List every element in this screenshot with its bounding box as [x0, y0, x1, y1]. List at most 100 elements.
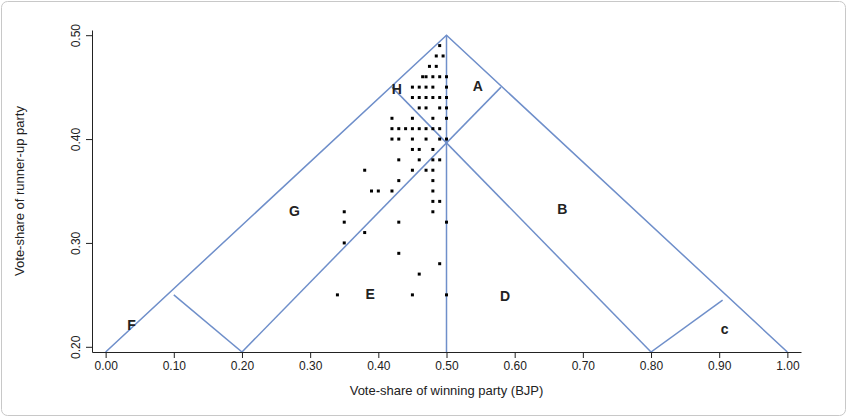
x-tick: 0.00 [94, 352, 118, 373]
point [390, 138, 393, 141]
point [445, 75, 448, 78]
point [431, 210, 434, 213]
y-tick: 0.30 [69, 231, 92, 255]
y-tick-mark [86, 347, 92, 348]
y-tick: 0.40 [69, 128, 92, 152]
point [397, 179, 400, 182]
x-tick: 0.30 [299, 352, 323, 373]
x-tick: 0.90 [708, 352, 732, 373]
region-label: E [365, 286, 374, 302]
point [438, 75, 441, 78]
point [431, 86, 434, 89]
point [418, 127, 421, 130]
point [425, 106, 428, 109]
x-tick-label: 0.00 [94, 359, 118, 373]
point [445, 138, 448, 141]
x-tick-label: 0.20 [231, 359, 255, 373]
x-tick-mark [787, 352, 788, 358]
point [363, 231, 366, 234]
point [343, 210, 346, 213]
y-axis: 0.20 0.30 0.40 0.50 [69, 24, 93, 359]
x-tick-mark [310, 352, 311, 358]
point [418, 148, 421, 151]
region-label: D [500, 288, 510, 304]
region-label: H [392, 81, 402, 97]
point [435, 54, 438, 57]
point [418, 96, 421, 99]
region-boundary [106, 35, 788, 352]
x-tick: 0.70 [572, 352, 596, 373]
point [411, 117, 414, 120]
point [431, 169, 434, 172]
region-label: G [289, 203, 300, 219]
point [431, 179, 434, 182]
point [397, 252, 400, 255]
point [445, 293, 448, 296]
x-tick-mark [378, 352, 379, 358]
x-axis: 0.00 0.10 0.20 0.30 0.40 0.50 0.60 0.70 0.80 0.90… [93, 352, 802, 373]
point [397, 221, 400, 224]
point [421, 75, 424, 78]
y-tick-mark [86, 35, 92, 36]
x-tick: 0.50 [435, 352, 459, 373]
point [343, 221, 346, 224]
x-tick-mark [106, 352, 107, 358]
region-label: B [557, 201, 567, 217]
point [425, 86, 428, 89]
x-tick-label: 0.50 [435, 359, 459, 373]
point [431, 158, 434, 161]
point [411, 293, 414, 296]
region-label: c [721, 321, 729, 337]
point [390, 117, 393, 120]
y-axis-line [92, 31, 93, 353]
point [431, 190, 434, 193]
point [438, 158, 441, 161]
x-tick-label: 0.40 [367, 359, 391, 373]
point [397, 127, 400, 130]
point [397, 158, 400, 161]
y-tick: 0.20 [69, 335, 92, 359]
point [431, 96, 434, 99]
x-tick-mark [651, 352, 652, 358]
point [438, 96, 441, 99]
annotations: AHGBEDFc [127, 78, 728, 337]
region-boundary [174, 295, 242, 352]
x-tick-mark [174, 352, 175, 358]
point [425, 96, 428, 99]
point [411, 169, 414, 172]
y-tick-mark [86, 139, 92, 140]
point [431, 127, 434, 130]
point [431, 117, 434, 120]
point [438, 138, 441, 141]
region-label: F [127, 317, 136, 333]
point [425, 127, 428, 130]
marks [106, 35, 788, 352]
point [445, 117, 448, 120]
point [428, 65, 431, 68]
x-tick: 1.00 [776, 352, 800, 373]
point [343, 241, 346, 244]
point [377, 190, 380, 193]
x-tick: 0.10 [163, 352, 187, 373]
point [438, 200, 441, 203]
point [404, 127, 407, 130]
y-tick-label: 0.30 [69, 231, 83, 255]
x-tick-label: 0.90 [708, 359, 732, 373]
x-tick: 0.40 [367, 352, 391, 373]
point [397, 138, 400, 141]
y-tick-label: 0.40 [69, 128, 83, 152]
point [418, 106, 421, 109]
y-tick: 0.50 [69, 24, 92, 48]
point [425, 75, 428, 78]
point [445, 106, 448, 109]
point [445, 96, 448, 99]
x-tick-label: 0.60 [503, 359, 527, 373]
point [411, 96, 414, 99]
point [442, 54, 445, 57]
y-tick-mark [86, 243, 92, 244]
region-boundary [446, 35, 448, 352]
x-axis-title: Vote-share of winning party (BJP) [350, 383, 544, 398]
x-tick-label: 0.80 [640, 359, 664, 373]
x-tick-mark [583, 352, 584, 358]
point [425, 169, 428, 172]
